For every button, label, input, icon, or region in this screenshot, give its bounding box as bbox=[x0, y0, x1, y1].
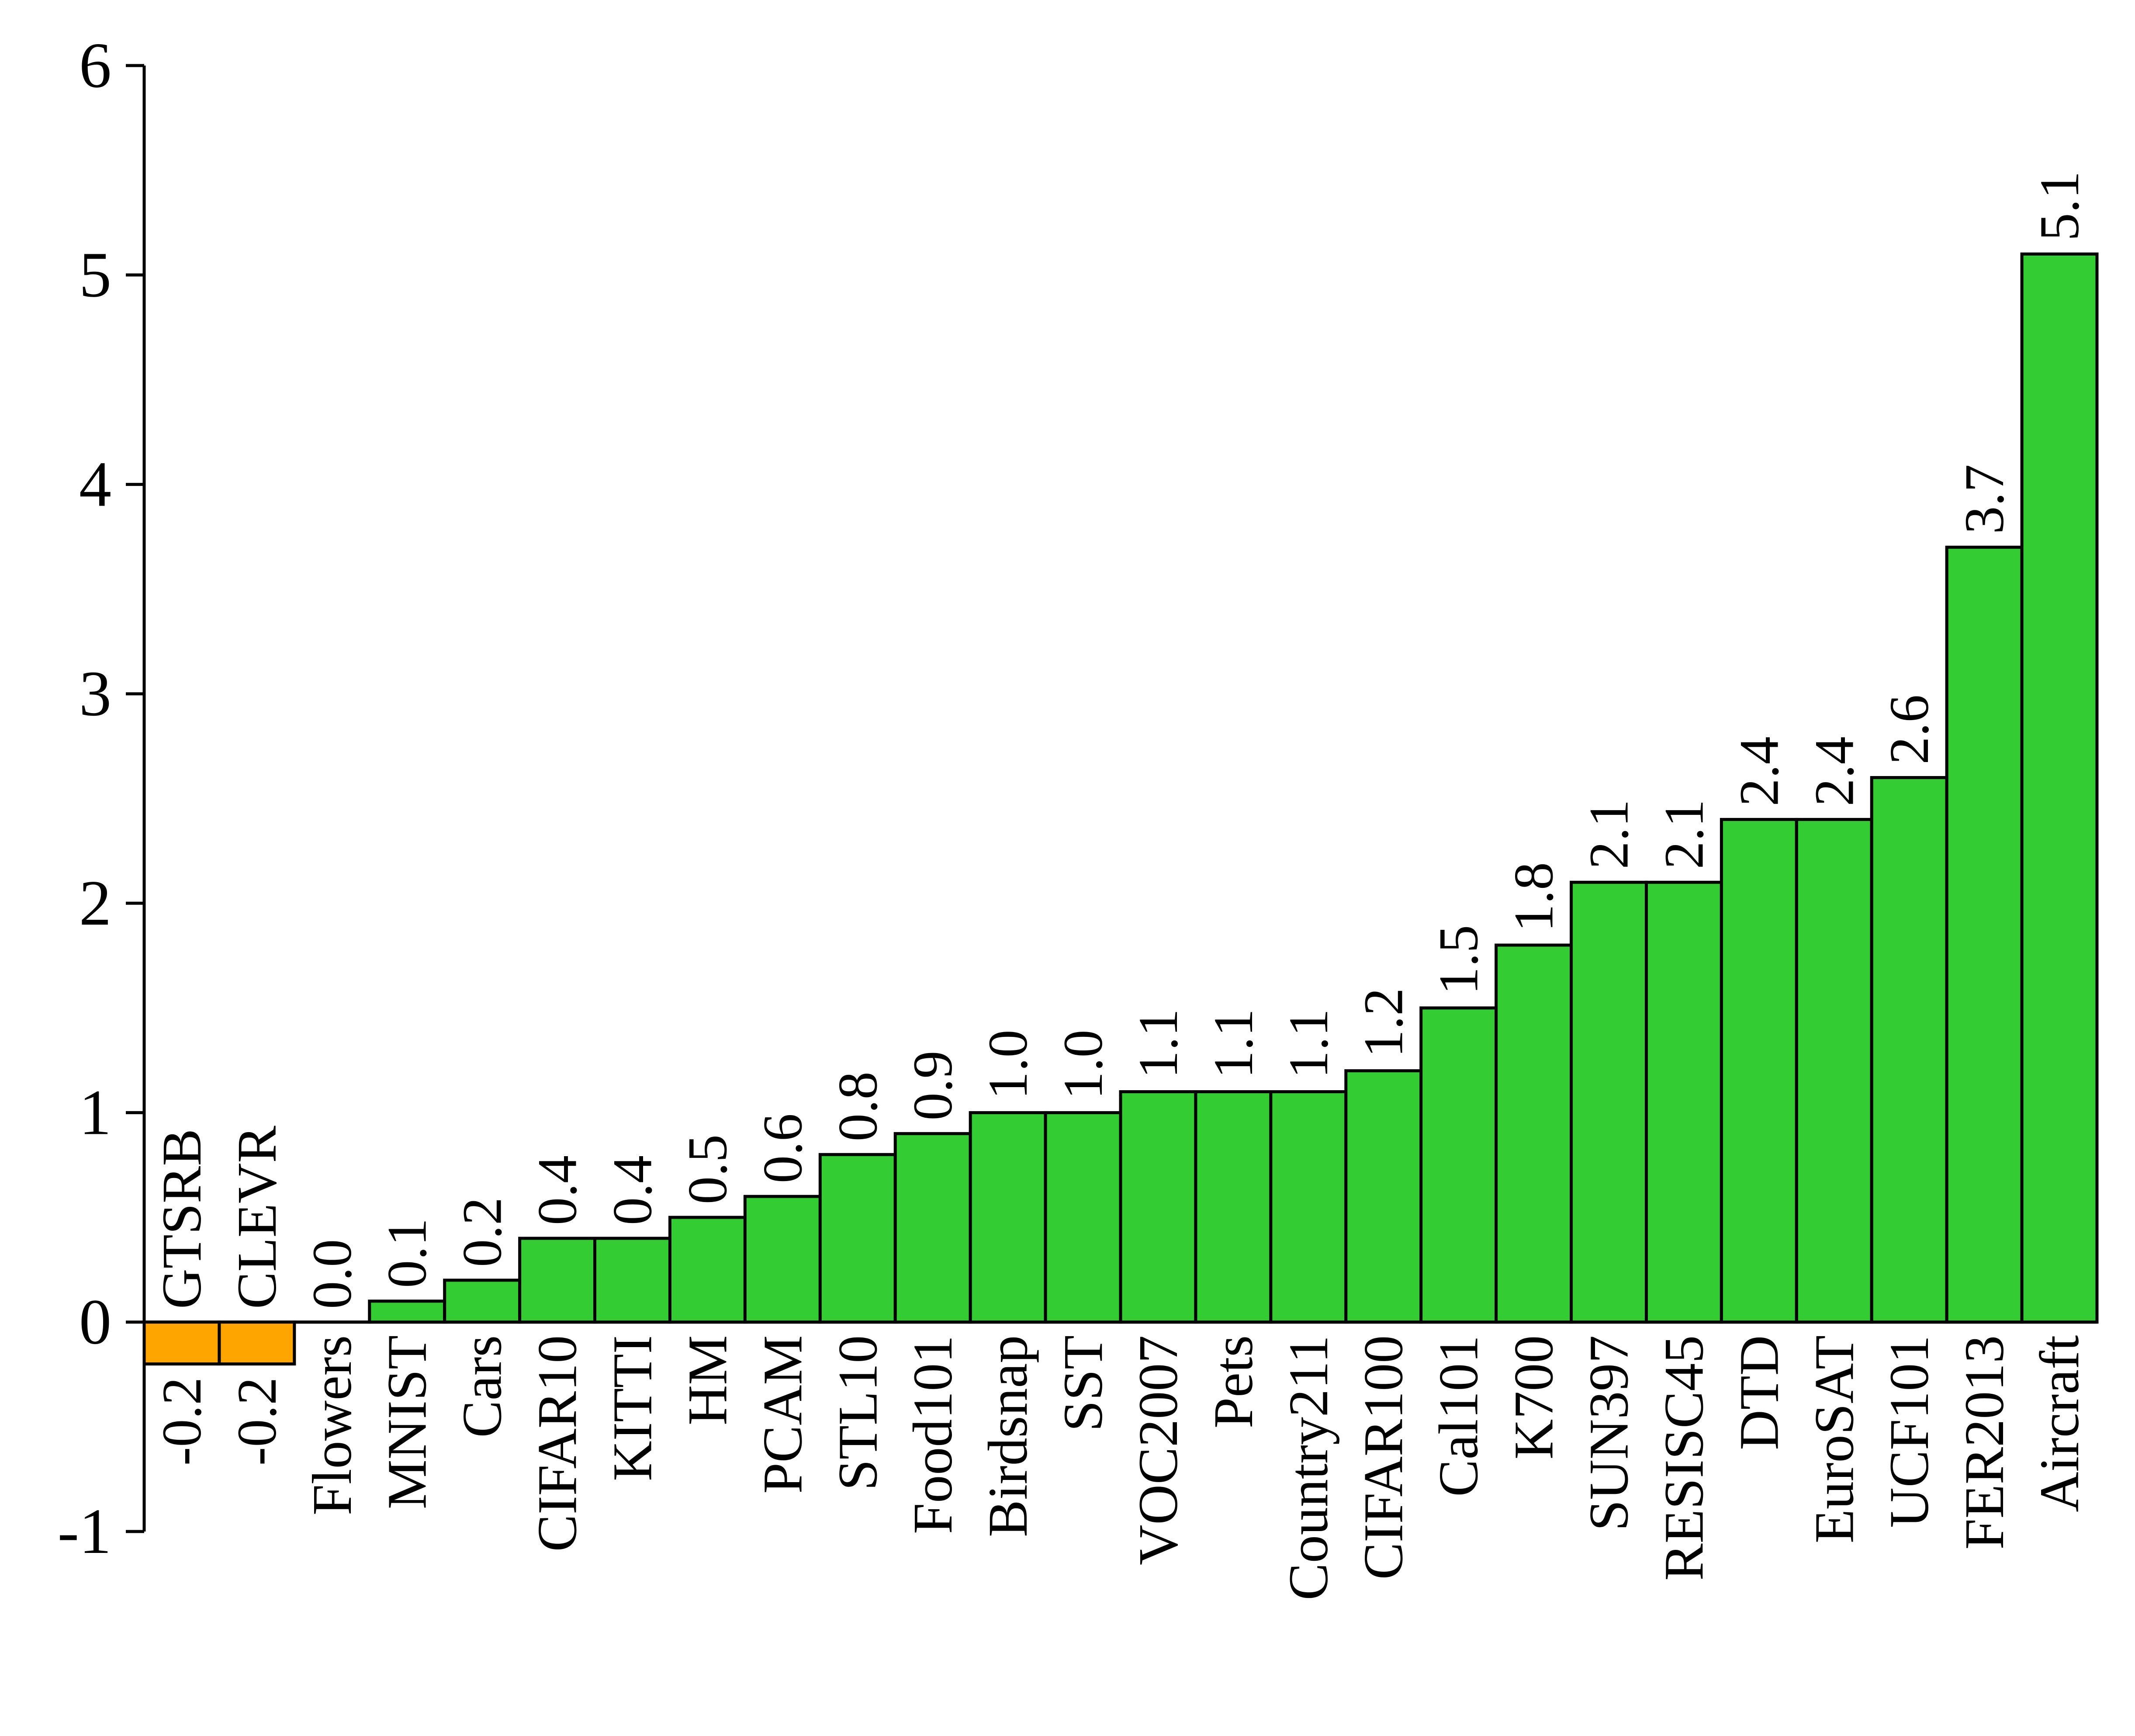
bar-resisc45 bbox=[1644, 880, 1723, 1324]
category-label: Country211 bbox=[1277, 1335, 1339, 1601]
bar-aircraft bbox=[2020, 252, 2099, 1324]
value-label: -0.2 bbox=[226, 1377, 288, 1466]
bars bbox=[142, 252, 2099, 1366]
category-label: CIFAR10 bbox=[526, 1335, 588, 1552]
bar-birdsnap bbox=[969, 1111, 1047, 1324]
category-label: EuroSAT bbox=[1803, 1335, 1865, 1543]
y-tick-label: 4 bbox=[79, 449, 111, 520]
bar-stl10 bbox=[818, 1153, 897, 1324]
category-label: HM bbox=[676, 1335, 738, 1425]
category-label: PCAM bbox=[751, 1335, 813, 1494]
category-label: Pets bbox=[1202, 1335, 1264, 1428]
y-tick-label: 3 bbox=[79, 658, 111, 730]
category-label: Birdsnap bbox=[977, 1335, 1039, 1537]
category-label: Flowers bbox=[301, 1335, 363, 1515]
value-label: 1.1 bbox=[1127, 1009, 1189, 1079]
bar-gtsrb bbox=[142, 1320, 221, 1366]
value-label: 0.0 bbox=[301, 1239, 363, 1309]
value-label: 0.4 bbox=[526, 1155, 588, 1225]
bar-fer2013 bbox=[1945, 545, 2024, 1324]
category-label: K700 bbox=[1503, 1335, 1565, 1459]
y-tick-label: 5 bbox=[79, 239, 111, 311]
category-label: STL10 bbox=[827, 1335, 889, 1491]
value-label: 5.1 bbox=[2028, 171, 2090, 241]
value-label: 0.4 bbox=[602, 1155, 664, 1225]
bar-sun397 bbox=[1570, 880, 1648, 1324]
bar-dtd bbox=[1720, 818, 1798, 1324]
category-label: Cars bbox=[451, 1335, 513, 1438]
value-label: 1.0 bbox=[1052, 1029, 1114, 1099]
value-label: 1.1 bbox=[1277, 1009, 1339, 1079]
value-label: 0.8 bbox=[827, 1071, 889, 1141]
y-tick-label: 1 bbox=[79, 1077, 111, 1148]
category-label: GTSRB bbox=[151, 1129, 213, 1309]
y-tick-label: 0 bbox=[79, 1286, 111, 1358]
category-label: DTD bbox=[1728, 1335, 1790, 1450]
bar-cars bbox=[443, 1279, 522, 1324]
bar-food101 bbox=[893, 1132, 972, 1324]
bar-cifar10 bbox=[518, 1237, 597, 1324]
bar-k700 bbox=[1495, 943, 1573, 1324]
category-label: Food101 bbox=[902, 1335, 964, 1534]
category-label: SUN397 bbox=[1578, 1335, 1640, 1531]
value-label: 1.8 bbox=[1503, 862, 1565, 932]
value-label: 0.2 bbox=[451, 1197, 513, 1267]
value-label: 1.0 bbox=[977, 1029, 1039, 1099]
bar-mnist bbox=[368, 1299, 446, 1324]
value-label: 2.4 bbox=[1803, 736, 1865, 806]
value-label: 0.5 bbox=[676, 1134, 738, 1204]
category-label: VOC2007 bbox=[1127, 1335, 1189, 1565]
value-label: 1.1 bbox=[1202, 1009, 1264, 1079]
bar-pcam bbox=[743, 1195, 822, 1324]
bar-eurosat bbox=[1795, 818, 1873, 1324]
bar-cifar100 bbox=[1344, 1069, 1423, 1324]
y-tick-label: 2 bbox=[79, 867, 111, 939]
category-label: MNIST bbox=[376, 1335, 438, 1509]
value-label: 2.1 bbox=[1653, 799, 1715, 869]
value-label: 0.6 bbox=[751, 1113, 813, 1183]
category-label: CIFAR100 bbox=[1353, 1335, 1415, 1580]
bar-pets bbox=[1194, 1090, 1273, 1324]
category-label: CLEVR bbox=[226, 1126, 288, 1309]
bar-sst bbox=[1044, 1111, 1122, 1324]
category-label: RESISC45 bbox=[1653, 1335, 1715, 1581]
y-tick-label: -1 bbox=[58, 1496, 111, 1567]
bar-ucf101 bbox=[1870, 776, 1948, 1324]
value-label: 1.5 bbox=[1428, 925, 1490, 995]
bar-hm bbox=[668, 1216, 747, 1324]
value-label: 3.7 bbox=[1953, 464, 2015, 534]
category-label: SST bbox=[1052, 1335, 1114, 1432]
value-label: 0.1 bbox=[376, 1218, 438, 1288]
category-label: KITTI bbox=[602, 1335, 664, 1481]
value-label: 2.4 bbox=[1728, 736, 1790, 806]
value-label: 2.1 bbox=[1578, 799, 1640, 869]
bar-country211 bbox=[1269, 1090, 1348, 1324]
category-label: Cal101 bbox=[1428, 1335, 1490, 1497]
category-label: Aircraft bbox=[2028, 1335, 2090, 1512]
value-label: 0.9 bbox=[902, 1050, 964, 1120]
category-label: UCF101 bbox=[1878, 1335, 1940, 1528]
bar-clevr bbox=[218, 1320, 296, 1366]
category-label: FER2013 bbox=[1953, 1335, 2015, 1550]
bar-voc2007 bbox=[1119, 1090, 1197, 1324]
y-tick-label: 6 bbox=[79, 30, 111, 101]
bar-cal101 bbox=[1419, 1006, 1498, 1324]
value-label: -0.2 bbox=[151, 1377, 213, 1466]
value-label: 1.2 bbox=[1353, 988, 1415, 1058]
value-label: 2.6 bbox=[1878, 695, 1940, 765]
bar-kitti bbox=[593, 1237, 671, 1324]
